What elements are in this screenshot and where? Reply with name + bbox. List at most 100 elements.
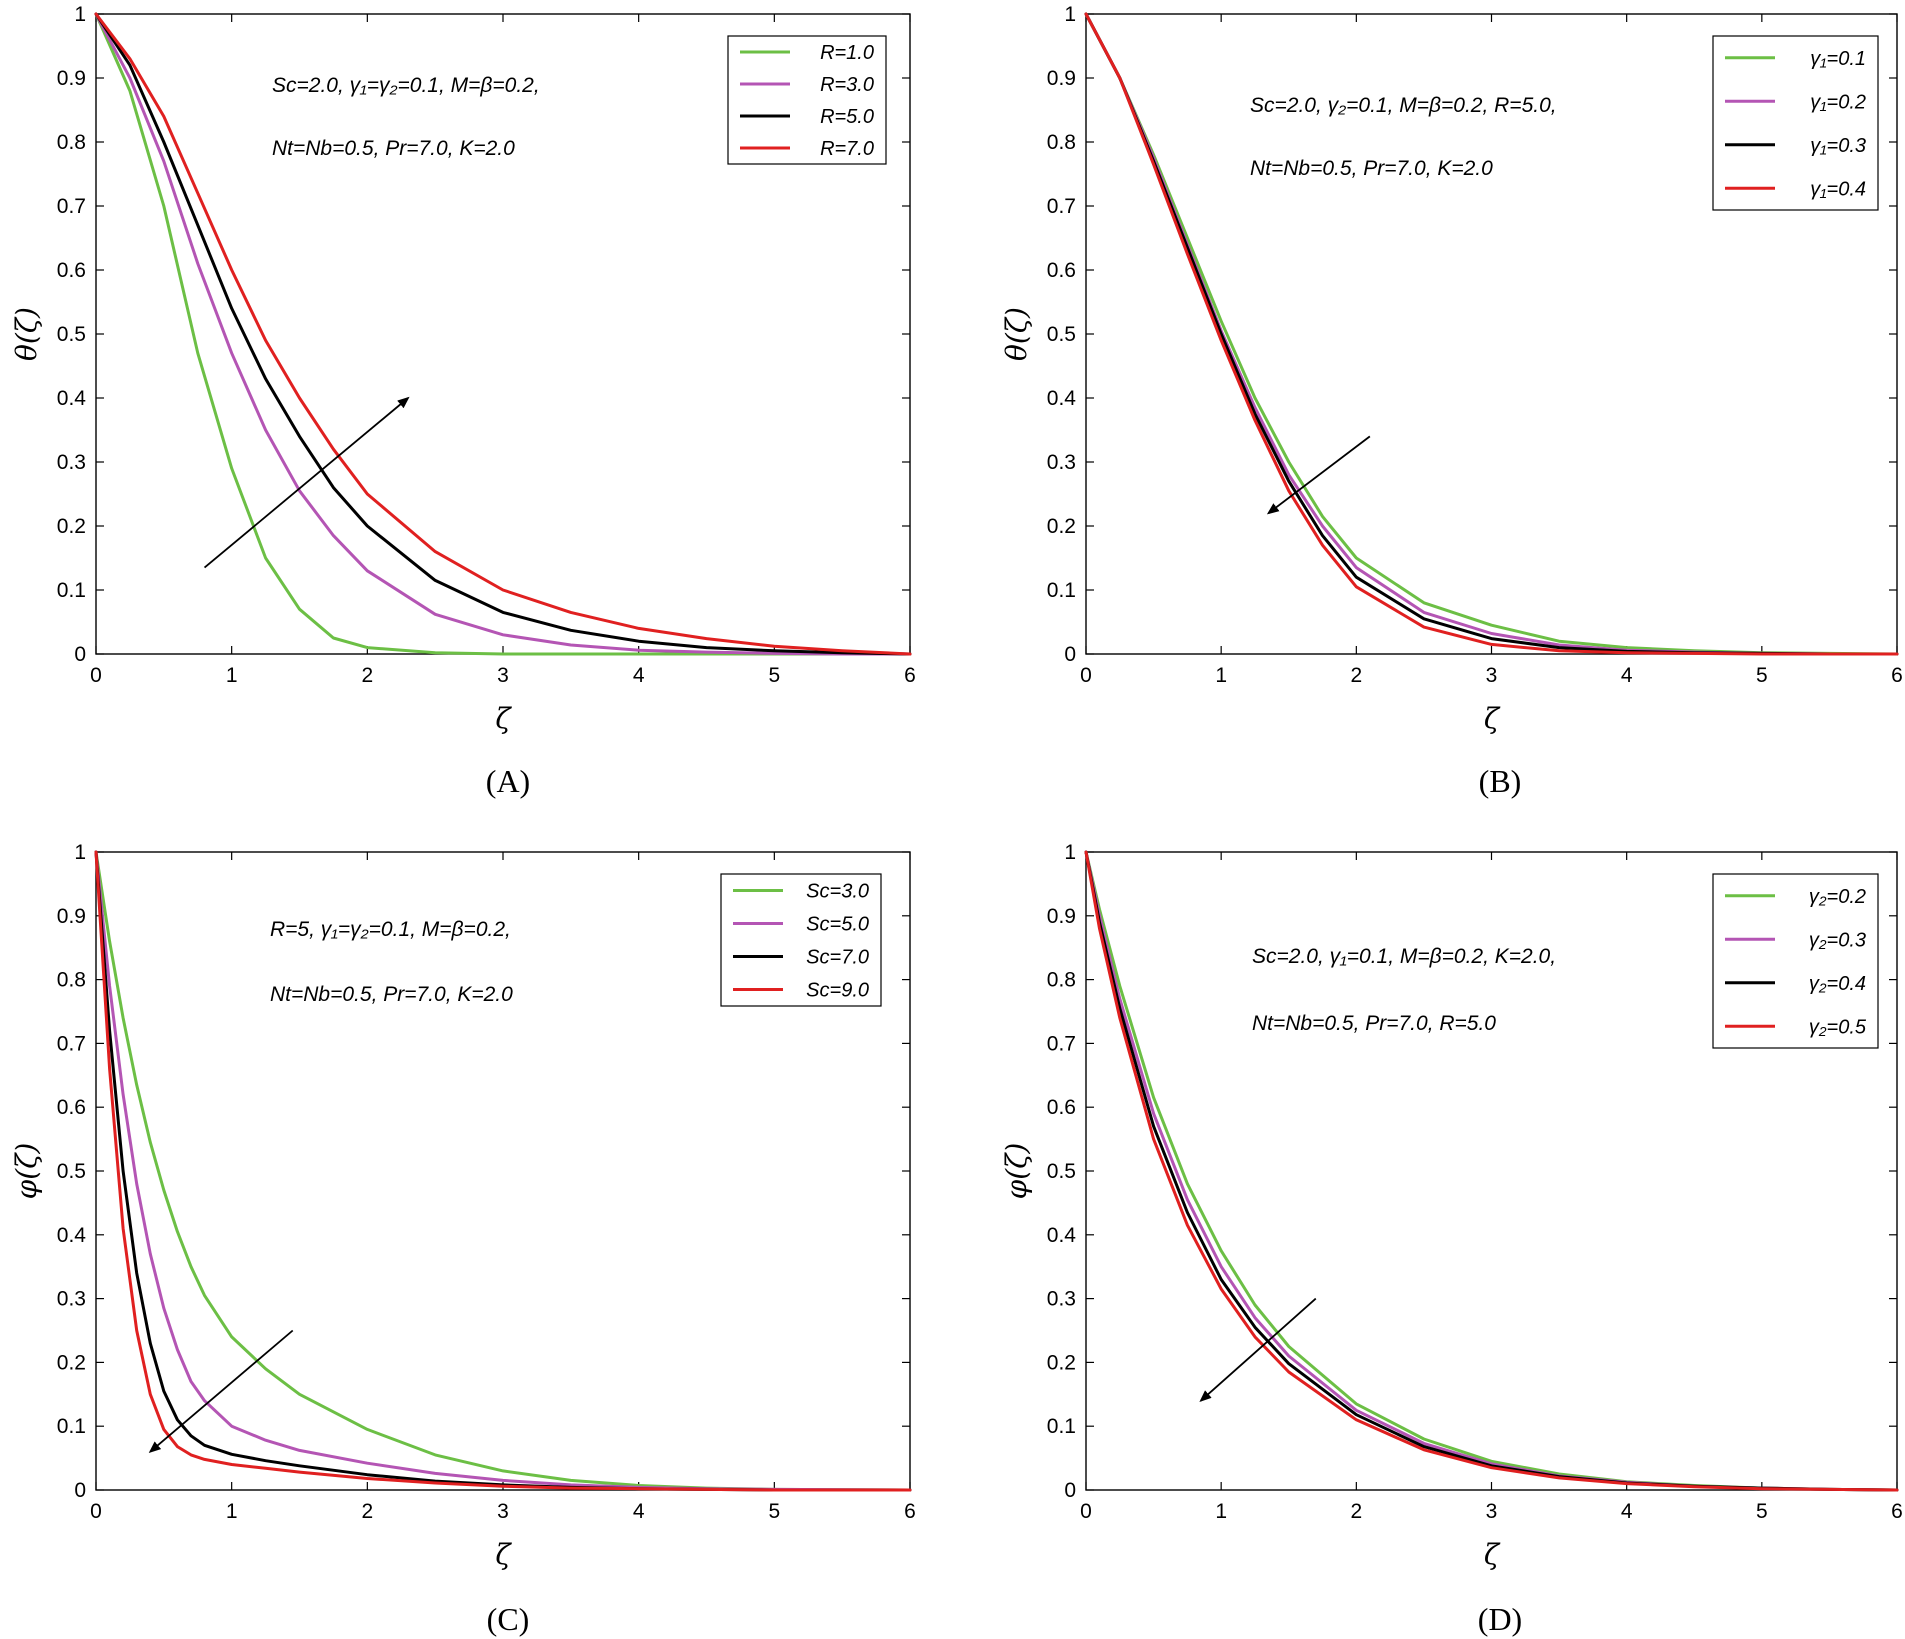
legend-box [1712, 35, 1879, 211]
y-tick-label: 0.7 [1047, 1032, 1076, 1055]
series-line-1 [94, 850, 912, 1492]
y-tick-label: 0 [74, 643, 86, 666]
parameter-annotation: Sc=2.0, γ₁=γ₂=0.1, M=β=0.2, [272, 74, 540, 97]
chart-panel-a: 0 0.1 0.2 0.3 0.4 0.5 0.6 0.7 0.8 0.9 1 0 1 2 3 4 5 6 ζ θ(ζ… [10, 3, 916, 799]
y-tick-label: 0.6 [1047, 259, 1076, 282]
y-tick-label: 1 [1064, 3, 1076, 26]
x-tick-label: 1 [1215, 1500, 1227, 1523]
x-tick-label: 6 [904, 664, 916, 687]
chart-panel-d: 0 0.1 0.2 0.3 0.4 0.5 0.6 0.7 0.8 0.9 1 0 1 2 3 4 5 6 ζ φ(ζ… [1000, 841, 1903, 1637]
legend: R=1.0 R=3.0 R=5.0 R=7.0 [727, 35, 887, 165]
parameter-annotation: Nt=Nb=0.5, Pr=7.0, K=2.0 [270, 983, 513, 1006]
x-tick-label: 2 [361, 664, 373, 687]
x-tick-label: 3 [497, 1500, 509, 1523]
x-tick-label: 4 [633, 664, 645, 687]
panel-label: (D) [1478, 1601, 1522, 1637]
legend-box [727, 35, 887, 165]
legend-label: γ₂=0.5 [1809, 1016, 1867, 1038]
x-tick-label: 3 [1486, 664, 1498, 687]
parameter-annotation: Sc=2.0, γ₂=0.1, M=β=0.2, R=5.0, [1250, 94, 1557, 117]
y-tick-label: 0 [1064, 643, 1076, 666]
x-tick-label: 6 [1891, 664, 1903, 687]
x-axis-label: ζ [495, 702, 512, 735]
legend-label: R=3.0 [820, 74, 874, 96]
legend-label: R=1.0 [820, 42, 874, 64]
y-tick-label: 0.1 [57, 579, 86, 602]
parameter-annotation: Nt=Nb=0.5, Pr=7.0, R=5.0 [1252, 1012, 1496, 1035]
y-tick-label: 0.6 [57, 1096, 86, 1119]
x-tick-label: 0 [90, 1500, 102, 1523]
legend: γ₁=0.1 γ₁=0.2 γ₁=0.3 γ₁=0.4 [1712, 35, 1879, 211]
x-axis-label: ζ [495, 1538, 512, 1571]
y-tick-label: 0.6 [57, 259, 86, 282]
x-tick-label: 1 [226, 664, 238, 687]
y-tick-label: 1 [1064, 841, 1076, 864]
x-tick-label: 2 [1350, 664, 1362, 687]
y-axis-label: θ(ζ) [10, 307, 43, 361]
parameter-annotation: Nt=Nb=0.5, Pr=7.0, K=2.0 [272, 137, 515, 160]
y-tick-label: 0.4 [1047, 387, 1077, 410]
legend: γ₂=0.2 γ₂=0.3 γ₂=0.4 γ₂=0.5 [1712, 873, 1879, 1049]
y-tick-label: 0.3 [1047, 1288, 1076, 1311]
x-tick-label: 1 [226, 1500, 238, 1523]
legend-label: Sc=9.0 [806, 980, 869, 1002]
legend-label: Sc=5.0 [806, 914, 869, 936]
y-tick-label: 0.8 [1047, 131, 1076, 154]
panel-label: (C) [487, 1601, 530, 1637]
y-tick-label: 0.7 [57, 195, 86, 218]
trend-arrow [148, 1329, 294, 1454]
x-tick-label: 5 [768, 1500, 780, 1523]
legend-label: γ₁=0.1 [1810, 48, 1866, 70]
y-tick-label: 0.5 [57, 1160, 86, 1183]
y-tick-label: 0.9 [57, 905, 86, 928]
y-tick-label: 0.6 [1047, 1096, 1076, 1119]
y-tick-label: 0.3 [1047, 451, 1076, 474]
y-axis-label: θ(ζ) [1000, 307, 1033, 361]
y-tick-label: 0.1 [1047, 579, 1076, 602]
y-tick-label: 0 [1064, 1479, 1076, 1502]
legend-label: γ₁=0.4 [1810, 178, 1866, 200]
y-axis-label: φ(ζ) [10, 1143, 43, 1200]
y-tick-label: 0.5 [1047, 1160, 1076, 1183]
x-tick-label: 5 [1756, 664, 1768, 687]
y-tick-label: 0 [74, 1479, 86, 1502]
legend-label: γ₂=0.3 [1809, 929, 1866, 951]
x-tick-label: 0 [1080, 664, 1092, 687]
y-tick-label: 0.7 [1047, 195, 1076, 218]
parameter-annotation: Nt=Nb=0.5, Pr=7.0, K=2.0 [1250, 157, 1493, 180]
legend-label: γ₁=0.2 [1810, 91, 1866, 113]
x-tick-label: 4 [1621, 664, 1633, 687]
series-line-4 [94, 12, 912, 656]
chart-panel-b: 0 0.1 0.2 0.3 0.4 0.5 0.6 0.7 0.8 0.9 1 0 1 2 3 4 5 6 ζ θ(ζ… [1000, 3, 1903, 799]
y-tick-label: 0.7 [57, 1032, 86, 1055]
x-tick-label: 4 [1621, 1500, 1633, 1523]
legend-box [1712, 873, 1879, 1049]
x-tick-label: 6 [904, 1500, 916, 1523]
y-tick-label: 0.4 [1047, 1224, 1077, 1247]
trend-arrow [203, 396, 410, 569]
y-tick-label: 0.3 [57, 451, 86, 474]
x-tick-label: 3 [497, 664, 509, 687]
legend-label: γ₂=0.2 [1809, 886, 1866, 908]
trend-arrow [1199, 1297, 1317, 1403]
x-tick-label: 6 [1891, 1500, 1903, 1523]
y-tick-label: 0.9 [1047, 905, 1076, 928]
legend-label: Sc=7.0 [806, 947, 869, 969]
y-tick-label: 0.5 [57, 323, 86, 346]
series-line-4 [1084, 850, 1899, 1492]
y-tick-label: 0.1 [57, 1415, 86, 1438]
y-tick-label: 0.9 [1047, 67, 1076, 90]
x-tick-label: 3 [1486, 1500, 1498, 1523]
y-tick-label: 0.8 [1047, 969, 1076, 992]
parameter-annotation: Sc=2.0, γ₁=0.1, M=β=0.2, K=2.0, [1252, 945, 1556, 968]
x-tick-label: 2 [1350, 1500, 1362, 1523]
series-line-3 [94, 12, 912, 656]
series-line-4 [94, 850, 912, 1492]
y-tick-label: 0.8 [57, 131, 86, 154]
y-tick-label: 0.9 [57, 67, 86, 90]
legend-label: R=5.0 [820, 106, 874, 128]
y-tick-label: 0.2 [1047, 515, 1076, 538]
x-axis-label: ζ [1484, 1538, 1501, 1571]
x-tick-label: 1 [1215, 664, 1227, 687]
